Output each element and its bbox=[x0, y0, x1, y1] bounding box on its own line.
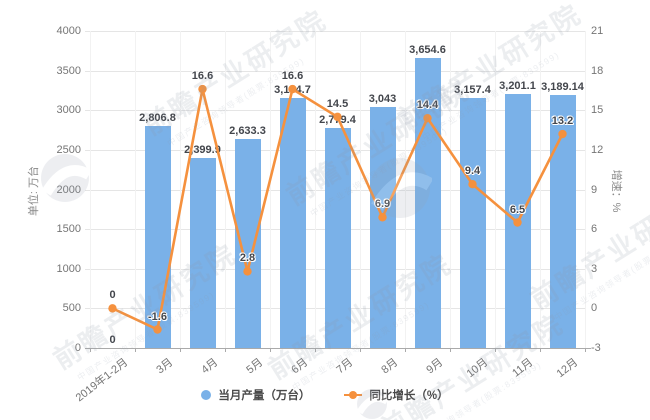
x-axis-tick bbox=[585, 348, 586, 352]
h-gridline bbox=[85, 31, 585, 32]
x-axis-tick bbox=[315, 348, 316, 352]
line-value-label: 9.4 bbox=[464, 165, 481, 178]
line-value-label: 14.5 bbox=[326, 97, 349, 110]
line-legend-marker-icon bbox=[344, 390, 363, 400]
bar-value-label: 3,189.14 bbox=[541, 81, 584, 94]
v-gridline bbox=[90, 31, 91, 348]
left-axis-tick-label: 1000 bbox=[56, 262, 81, 275]
left-axis-tick-label: 500 bbox=[62, 302, 81, 315]
v-gridline bbox=[405, 31, 406, 348]
x-axis-tick bbox=[405, 348, 406, 352]
left-axis-tick-label: 3500 bbox=[56, 64, 81, 77]
bar-8月[interactable] bbox=[369, 106, 396, 348]
v-gridline bbox=[585, 31, 586, 348]
h-gridline bbox=[85, 70, 585, 72]
right-axis-tick-label: 0 bbox=[591, 302, 598, 315]
line-value-label: -1.6 bbox=[148, 310, 167, 323]
left-axis-tick-label: 4000 bbox=[56, 25, 81, 37]
x-axis-tick bbox=[360, 348, 361, 352]
left-axis-tick-label: 1500 bbox=[56, 223, 81, 236]
bar-value-label: 3,154.7 bbox=[274, 83, 311, 96]
right-axis-title: 增速：% bbox=[610, 169, 622, 213]
bar-value-label: 2,779.4 bbox=[319, 113, 356, 126]
x-axis-tick bbox=[495, 348, 496, 352]
left-axis-tick-label: 0 bbox=[74, 342, 81, 354]
bar-value-label: 2,399.9 bbox=[184, 143, 221, 156]
line-value-label: 0 bbox=[109, 289, 116, 302]
bar-10月[interactable] bbox=[459, 97, 486, 348]
left-axis-title: 单位: 万台 bbox=[28, 165, 40, 217]
line-value-label: 14.4 bbox=[416, 99, 439, 112]
line-value-label: 16.6 bbox=[191, 70, 214, 83]
line-value-label: 16.6 bbox=[281, 70, 304, 83]
x-axis-tick bbox=[180, 348, 181, 352]
right-axis-tick-label: 3 bbox=[591, 262, 598, 275]
line-point-4月[interactable] bbox=[198, 84, 207, 94]
right-axis-tick-label: -3 bbox=[591, 342, 601, 354]
bar-6月[interactable] bbox=[279, 97, 306, 348]
x-axis-tick bbox=[540, 348, 541, 352]
x-axis-tick bbox=[90, 348, 91, 352]
x-axis-tick bbox=[270, 348, 271, 352]
right-axis-tick-label: 21 bbox=[591, 25, 604, 37]
bar-value-label: 2,633.3 bbox=[229, 125, 266, 138]
right-axis-tick-label: 15 bbox=[591, 104, 604, 117]
legend-label-production: 当月产量（万台） bbox=[218, 390, 311, 402]
right-axis-tick-label: 18 bbox=[591, 64, 604, 77]
v-gridline bbox=[450, 31, 451, 348]
left-axis-tick-label: 2000 bbox=[56, 183, 81, 196]
legend-label-growth: 同比增长（%） bbox=[369, 390, 449, 402]
x-axis-line bbox=[85, 348, 591, 349]
legend-item-production[interactable]: 当月产量（万台） bbox=[201, 387, 310, 403]
line-value-label: 13.2 bbox=[551, 115, 574, 128]
right-axis-tick-label: 9 bbox=[591, 183, 598, 196]
right-axis-tick-label: 6 bbox=[591, 223, 598, 236]
left-axis-tick-label: 2500 bbox=[56, 143, 81, 156]
x-axis-tick bbox=[135, 348, 136, 352]
left-axis-tick-label: 3000 bbox=[56, 104, 81, 117]
bar-value-label: 3,654.6 bbox=[409, 44, 446, 57]
right-axis-tick-label: 12 bbox=[591, 143, 604, 156]
legend-item-growth[interactable]: 同比增长（%） bbox=[344, 387, 449, 403]
bar-11月[interactable] bbox=[504, 94, 531, 348]
line-value-label: 6.9 bbox=[374, 198, 391, 211]
bar-value-label: 2,806.8 bbox=[139, 111, 176, 124]
watermark-logo-icon bbox=[41, 154, 91, 202]
line-value-label: 6.5 bbox=[509, 203, 526, 216]
bar-7月[interactable] bbox=[324, 127, 351, 348]
x-axis-tick bbox=[450, 348, 451, 352]
line-value-label: 2.8 bbox=[239, 252, 256, 265]
bar-value-label: 0 bbox=[109, 334, 116, 346]
v-gridline bbox=[360, 31, 361, 348]
legend: 当月产量（万台） 同比增长（%） bbox=[0, 387, 650, 403]
bar-5月[interactable] bbox=[234, 139, 261, 348]
bar-legend-marker-icon bbox=[201, 390, 212, 400]
bar-12月[interactable] bbox=[549, 95, 576, 348]
x-axis-tick bbox=[225, 348, 226, 352]
bar-4月[interactable] bbox=[189, 157, 216, 348]
